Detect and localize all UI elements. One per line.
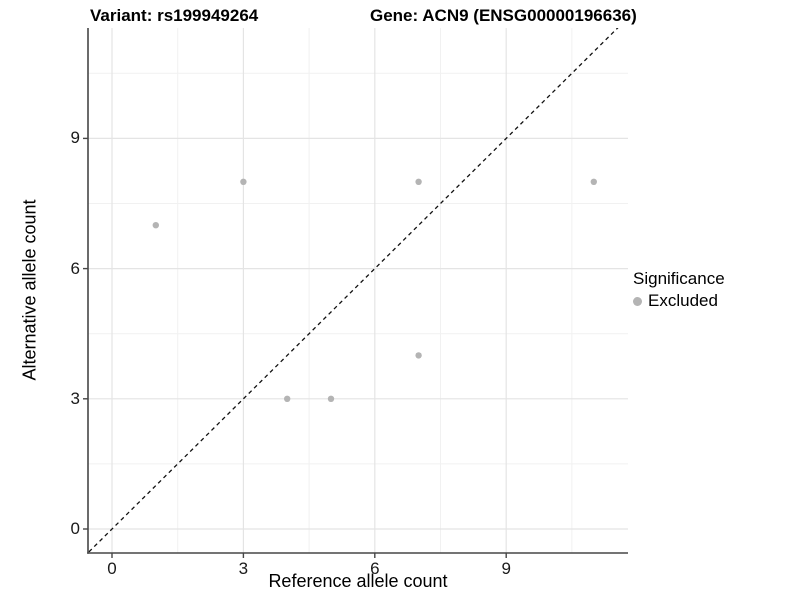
data-point — [152, 222, 159, 229]
data-point — [284, 395, 291, 402]
x-tick-label: 3 — [238, 559, 249, 578]
y-axis-title: Alternative allele count — [19, 199, 40, 381]
legend-point-icon — [633, 296, 642, 306]
y-tick-label: 3 — [70, 388, 80, 408]
gene-title: Gene: ACN9 (ENSG00000196636) — [370, 6, 637, 25]
legend-item-excluded: Excluded — [633, 291, 725, 311]
y-tick-label: 9 — [70, 128, 80, 148]
x-tick-label: 6 — [370, 559, 380, 578]
data-point — [415, 178, 422, 185]
x-axis-title: Reference allele count — [268, 571, 448, 591]
y-tick-label: 6 — [70, 258, 80, 278]
legend-item-label: Excluded — [648, 291, 718, 310]
data-point — [415, 352, 422, 359]
variant-title: Variant: rs199949264 — [90, 6, 259, 25]
data-point — [590, 178, 597, 185]
data-point — [327, 395, 335, 402]
data-point — [240, 178, 247, 185]
x-tick-label: 0 — [107, 559, 117, 578]
x-tick-label: 9 — [501, 559, 511, 578]
legend: Significance Excluded — [633, 269, 725, 311]
identity-dashed-line — [88, 28, 619, 553]
legend-title: Significance — [633, 269, 725, 288]
y-tick-label: 0 — [70, 519, 80, 538]
